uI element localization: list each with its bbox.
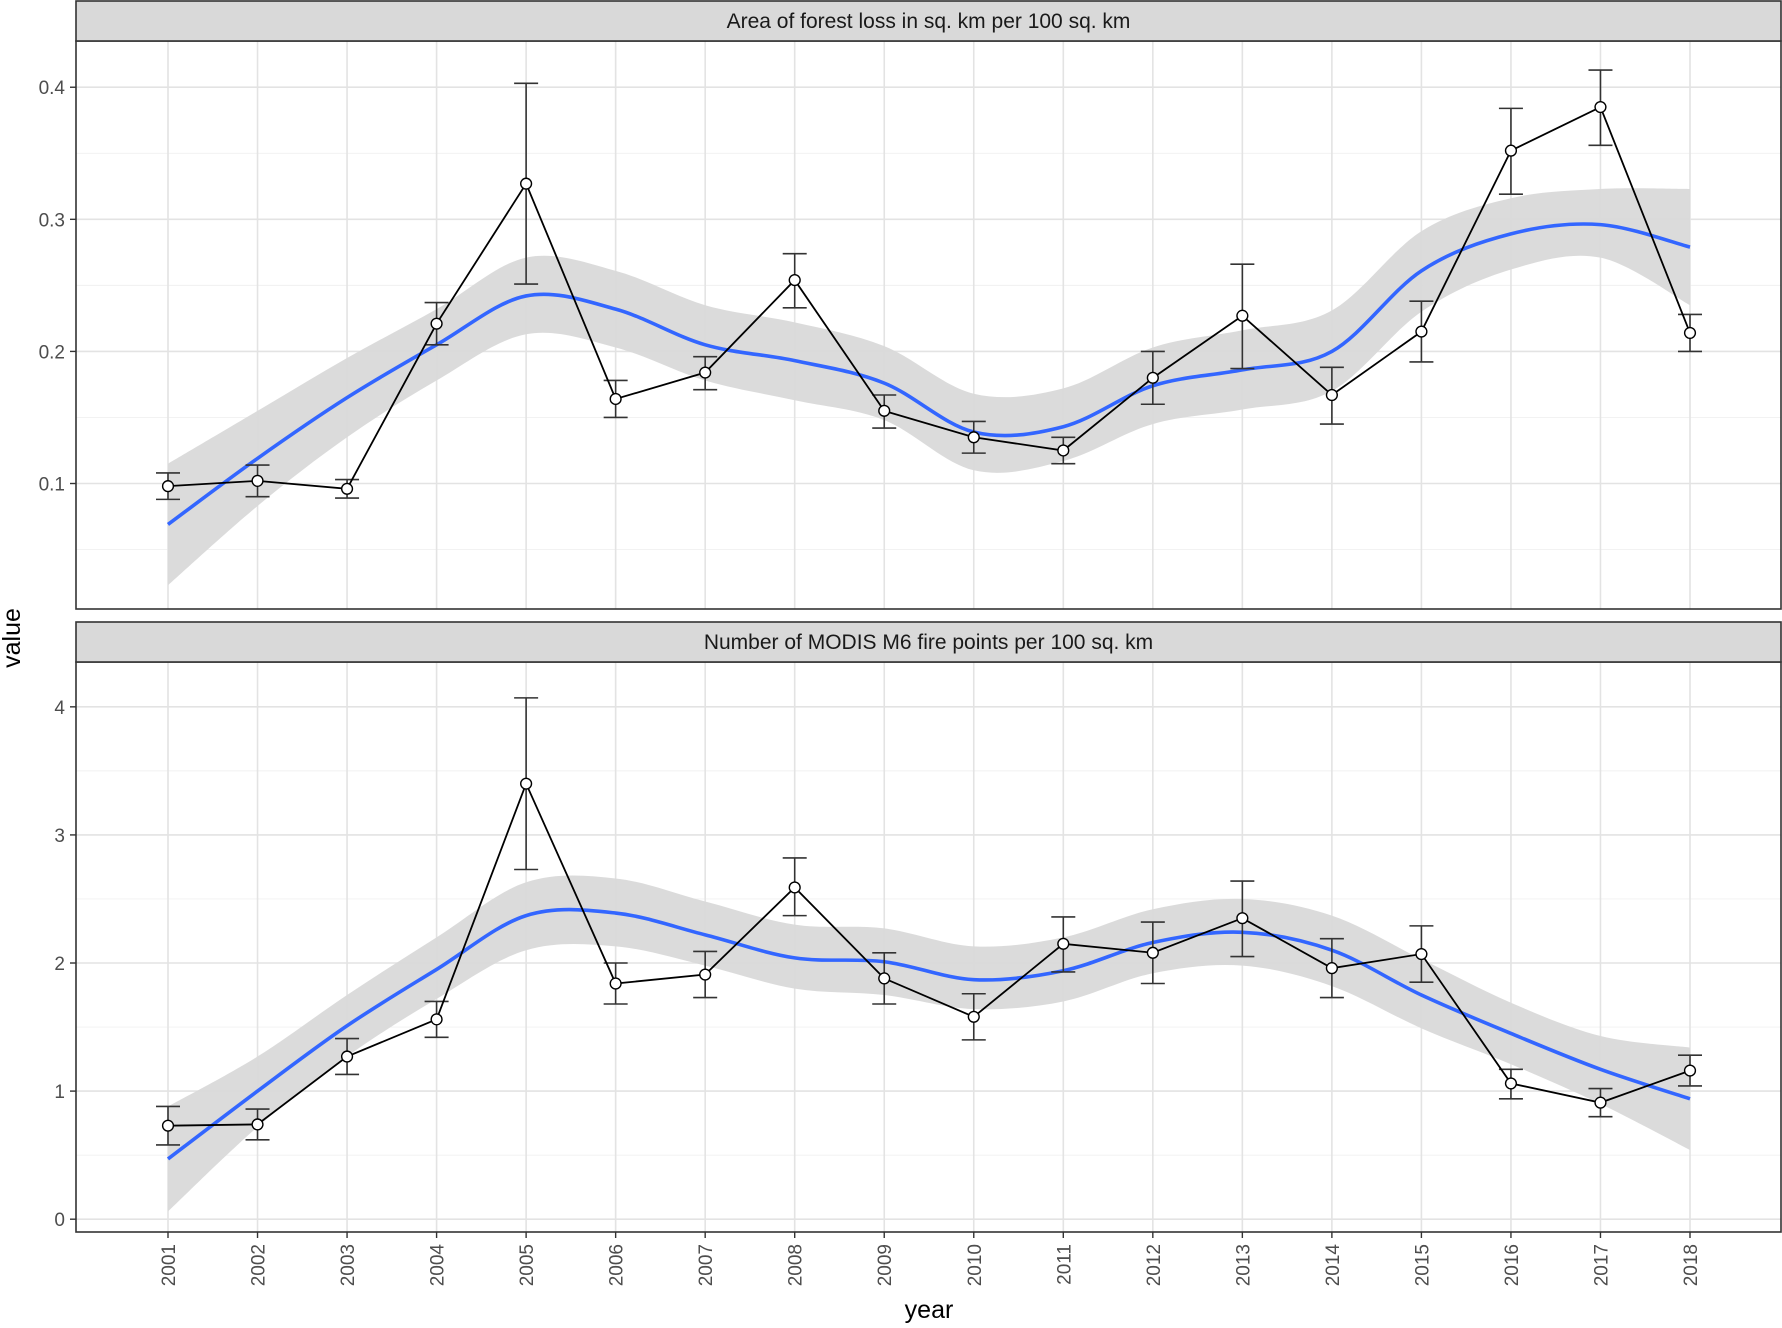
data-point: [430, 317, 443, 330]
x-tick-label: 2010: [965, 1244, 986, 1286]
y-tick-label: 0.3: [39, 210, 65, 231]
data-series-line: [167, 781, 1691, 1127]
y-tick-label: 1: [54, 1082, 65, 1103]
data-point: [520, 177, 533, 190]
x-tick-label: 2009: [875, 1244, 896, 1286]
x-tick-label: 2001: [159, 1244, 180, 1286]
x-tick-label: 2018: [1681, 1244, 1702, 1286]
panel-forest-loss: Area of forest loss in sq. km per 100 sq…: [39, 0, 1782, 610]
data-point: [1325, 962, 1338, 975]
data-point: [1236, 912, 1249, 925]
smooth-trend-line: [166, 907, 1691, 1161]
data-point: [609, 977, 622, 990]
y-tick-label: 0: [54, 1210, 65, 1231]
confidence-band: [168, 875, 1690, 1212]
y-tick-label: 0.4: [39, 78, 66, 99]
x-tick-label: 2012: [1144, 1244, 1165, 1286]
x-axis-title: year: [905, 1296, 954, 1324]
panel-fire-points: Number of MODIS M6 fire points per 100 s…: [54, 621, 1782, 1233]
data-point: [1236, 309, 1249, 322]
data-point: [520, 777, 533, 790]
data-point: [609, 392, 622, 406]
confidence-band: [168, 188, 1690, 586]
x-axis: 2001 2002 2003 2004 2005 2006 2007 2008 2009 2010…: [159, 1232, 1702, 1286]
y-tick-label: 4: [54, 698, 65, 719]
facet-strip-label: Area of forest loss in sq. km per 100 sq…: [727, 10, 1131, 33]
x-tick-label: 2002: [249, 1244, 270, 1286]
data-point: [967, 431, 980, 444]
facet-strip-label: Number of MODIS M6 fire points per 100 s…: [704, 631, 1153, 654]
facet-strip: [75, 0, 1782, 42]
x-tick-label: 2006: [607, 1244, 628, 1286]
x-tick-label: 2004: [428, 1244, 449, 1287]
data-point: [1415, 325, 1428, 338]
data-point: [1325, 388, 1338, 402]
data-point: [1415, 947, 1428, 961]
data-point: [1504, 1077, 1518, 1090]
data-point: [251, 474, 264, 487]
data-point: [1504, 144, 1518, 157]
data-point: [699, 366, 712, 379]
data-point: [1683, 326, 1697, 340]
y-tick-label: 2: [54, 954, 65, 975]
x-tick-label: 2008: [786, 1244, 807, 1286]
panel-background: [76, 41, 1781, 609]
smooth-trend-line: [166, 222, 1691, 526]
data-point: [878, 404, 891, 417]
x-tick-label: 2011: [1054, 1244, 1075, 1285]
data-point: [340, 482, 354, 495]
x-tick-label: 2017: [1591, 1244, 1612, 1286]
x-tick-label: 2007: [696, 1244, 717, 1286]
x-tick-label: 2016: [1502, 1244, 1523, 1286]
data-point: [1594, 100, 1607, 114]
y-tick-label: 0.1: [39, 475, 65, 496]
data-point: [251, 1118, 264, 1131]
data-point: [1146, 371, 1159, 384]
data-point: [788, 273, 801, 287]
x-tick-label: 2003: [338, 1244, 359, 1286]
data-point: [1057, 937, 1070, 950]
x-tick-label: 2013: [1233, 1244, 1254, 1286]
x-tick-label: 2005: [517, 1244, 538, 1286]
data-series-line: [167, 105, 1691, 490]
x-tick-label: 2015: [1412, 1244, 1433, 1286]
facet-strip: [75, 621, 1782, 663]
y-axis-title: value: [0, 608, 26, 668]
data-point: [1594, 1096, 1607, 1109]
data-point: [878, 972, 891, 985]
data-point: [161, 480, 175, 493]
facet-panels: Area of forest loss in sq. km per 100 sq…: [39, 0, 1782, 1233]
data-point: [1146, 946, 1159, 959]
data-point: [340, 1050, 354, 1063]
data-point: [1057, 444, 1070, 457]
data-point: [430, 1013, 443, 1026]
data-point: [1683, 1064, 1697, 1077]
data-point: [699, 968, 712, 981]
y-tick-label: 0.2: [39, 342, 65, 363]
data-point: [161, 1119, 175, 1132]
data-point: [967, 1010, 980, 1023]
data-point: [788, 881, 801, 894]
y-tick-label: 3: [54, 826, 65, 847]
x-tick-label: 2014: [1323, 1244, 1344, 1287]
